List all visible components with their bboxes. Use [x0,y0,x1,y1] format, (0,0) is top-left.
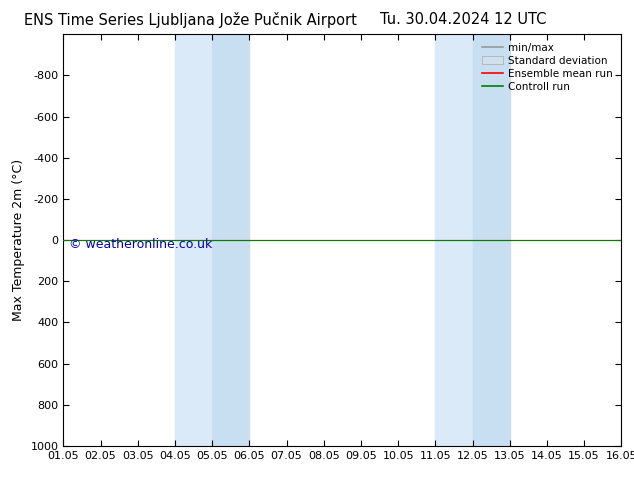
Text: © weatheronline.co.uk: © weatheronline.co.uk [69,238,212,251]
Bar [436,34,472,446]
Bar [472,34,510,446]
Bar [212,34,249,446]
Text: ENS Time Series Ljubljana Jože Pučnik Airport: ENS Time Series Ljubljana Jože Pučnik Ai… [23,12,357,28]
Y-axis label: Max Temperature 2m (°C): Max Temperature 2m (°C) [12,159,25,321]
Bar [175,34,212,446]
Text: Tu. 30.04.2024 12 UTC: Tu. 30.04.2024 12 UTC [380,12,546,27]
Legend: min/max, Standard deviation, Ensemble mean run, Controll run: min/max, Standard deviation, Ensemble me… [479,40,616,95]
